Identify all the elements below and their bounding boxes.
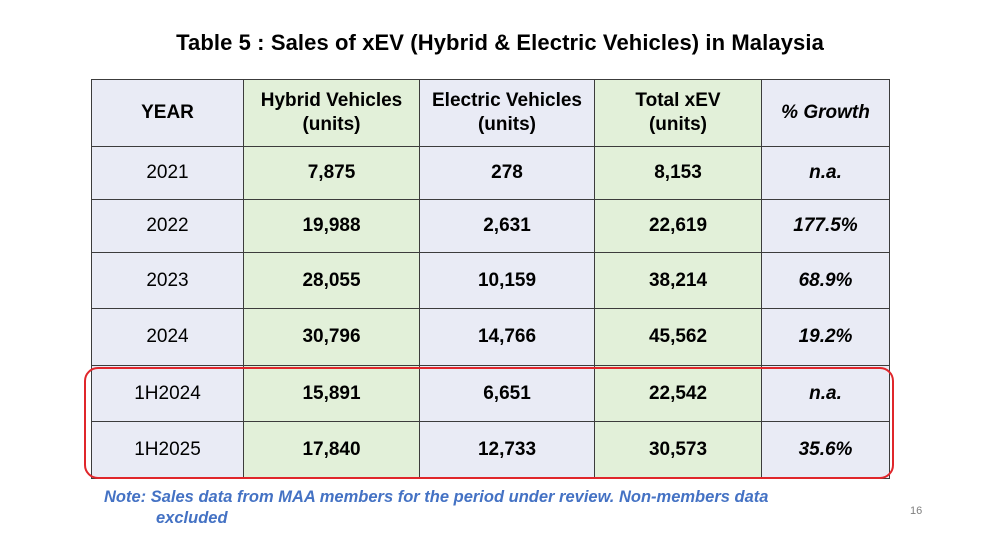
cell-electric: 12,733 [419, 421, 595, 479]
footnote: Note: Sales data from MAA members for th… [104, 487, 904, 529]
cell-year: 1H2024 [91, 365, 244, 422]
table-row: 2023 28,055 10,159 38,214 68.9% [91, 252, 890, 309]
table-row: 1H2024 15,891 6,651 22,542 n.a. [91, 365, 890, 422]
page-number: 16 [910, 505, 923, 517]
table-row: 2024 30,796 14,766 45,562 19.2% [91, 308, 890, 366]
cell-electric: 10,159 [419, 252, 595, 309]
cell-total: 38,214 [594, 252, 762, 309]
table-row: 2022 19,988 2,631 22,619 177.5% [91, 199, 890, 253]
table-header-row: YEAR Hybrid Vehicles (units) Electric Veh… [91, 79, 890, 147]
header-growth: % Growth [761, 79, 890, 147]
cell-growth: n.a. [761, 146, 890, 200]
cell-total: 45,562 [594, 308, 762, 366]
cell-growth: 19.2% [761, 308, 890, 366]
cell-electric: 2,631 [419, 199, 595, 253]
cell-growth: 35.6% [761, 421, 890, 479]
cell-year: 2023 [91, 252, 244, 309]
header-electric: Electric Vehicles (units) [419, 79, 595, 147]
table-row: 1H2025 17,840 12,733 30,573 35.6% [91, 421, 890, 479]
slide-title: Table 5 : Sales of xEV (Hybrid & Electri… [176, 30, 824, 55]
header-year: YEAR [91, 79, 244, 147]
cell-hybrid: 7,875 [243, 146, 420, 200]
cell-electric: 6,651 [419, 365, 595, 422]
cell-electric: 14,766 [419, 308, 595, 366]
xev-sales-table: YEAR Hybrid Vehicles (units) Electric Veh… [91, 79, 890, 479]
cell-hybrid: 19,988 [243, 199, 420, 253]
cell-hybrid: 17,840 [243, 421, 420, 479]
cell-growth: 177.5% [761, 199, 890, 253]
cell-growth: 68.9% [761, 252, 890, 309]
cell-hybrid: 15,891 [243, 365, 420, 422]
header-hybrid: Hybrid Vehicles (units) [243, 79, 420, 147]
cell-electric: 278 [419, 146, 595, 200]
footnote-line-2: excluded [156, 509, 228, 527]
cell-total: 30,573 [594, 421, 762, 479]
cell-growth: n.a. [761, 365, 890, 422]
cell-hybrid: 30,796 [243, 308, 420, 366]
cell-year: 2021 [91, 146, 244, 200]
cell-total: 22,619 [594, 199, 762, 253]
table-row: 2021 7,875 278 8,153 n.a. [91, 146, 890, 200]
cell-year: 2024 [91, 308, 244, 366]
cell-year: 1H2025 [91, 421, 244, 479]
cell-total: 8,153 [594, 146, 762, 200]
footnote-line-1: Note: Sales data from MAA members for th… [104, 488, 769, 506]
cell-hybrid: 28,055 [243, 252, 420, 309]
header-total: Total xEV (units) [594, 79, 762, 147]
cell-year: 2022 [91, 199, 244, 253]
cell-total: 22,542 [594, 365, 762, 422]
